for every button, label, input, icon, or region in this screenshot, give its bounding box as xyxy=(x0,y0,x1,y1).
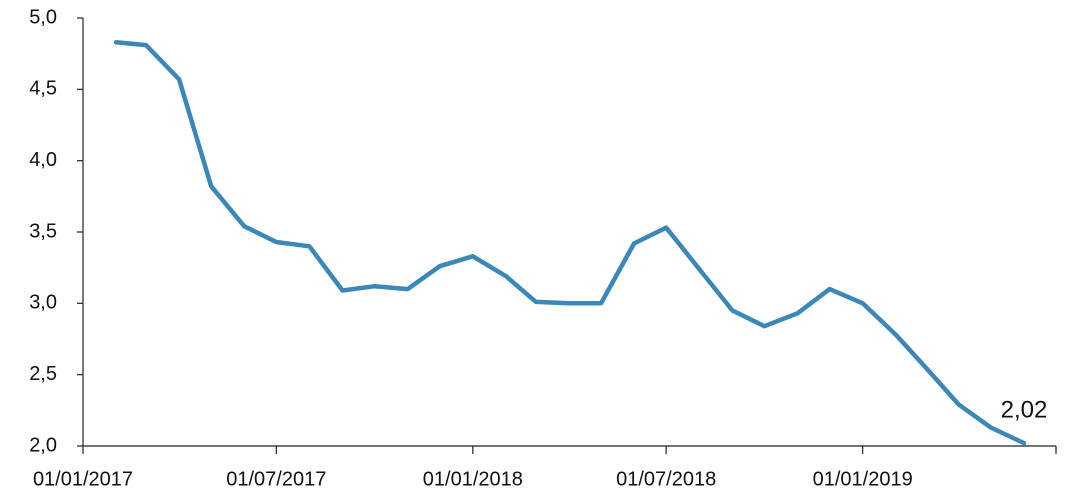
x-tick-label: 01/07/2018 xyxy=(616,468,716,490)
y-tick-label: 2,0 xyxy=(29,434,57,456)
y-tick-label: 2,5 xyxy=(29,363,57,385)
x-tick-label: 01/07/2017 xyxy=(226,468,326,490)
y-tick-label: 4,0 xyxy=(29,149,57,171)
y-tick-label: 4,5 xyxy=(29,78,57,100)
data-line xyxy=(113,40,1027,446)
x-tick-label: 01/01/2019 xyxy=(813,468,913,490)
y-tick-label: 5,0 xyxy=(29,6,57,28)
data-label: 2,02 xyxy=(1001,396,1048,423)
y-tick-label: 3,5 xyxy=(29,220,57,242)
x-tick-label: 01/01/2018 xyxy=(423,468,523,490)
y-tick-label: 3,0 xyxy=(29,292,57,314)
x-tick-label: 01/01/2017 xyxy=(33,468,133,490)
